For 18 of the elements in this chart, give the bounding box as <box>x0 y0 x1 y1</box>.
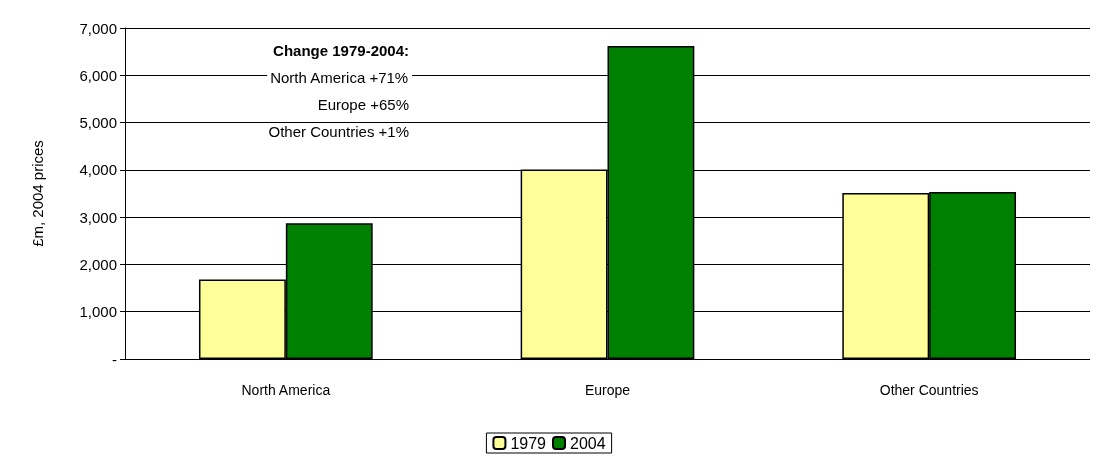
y-tick-label: - <box>112 350 117 368</box>
legend-label: 1979 <box>510 434 547 452</box>
y-tick-label: 5,000 <box>79 114 117 132</box>
annotation: Change 1979-2004: <box>273 42 410 59</box>
annotation: North America +71% <box>270 69 409 86</box>
x-tick-label: Europe <box>584 382 631 398</box>
y-tick-label: 2,000 <box>79 255 117 273</box>
annotation: Other Countries +1% <box>268 123 410 140</box>
y-tick-label: 7,000 <box>79 19 117 37</box>
x-tick-label: Other Countries <box>879 382 979 398</box>
y-tick-label: 6,000 <box>79 66 117 84</box>
annotation: Europe +65% <box>317 96 410 113</box>
legend-label: 2004 <box>570 434 606 452</box>
x-tick-label: North America <box>241 382 331 398</box>
y-tick-label: 1,000 <box>79 303 117 321</box>
y-tick-label: 3,000 <box>79 208 117 226</box>
y-tick-label: 4,000 <box>79 161 117 179</box>
y-axis-title: £m, 2004 prices <box>29 140 46 247</box>
